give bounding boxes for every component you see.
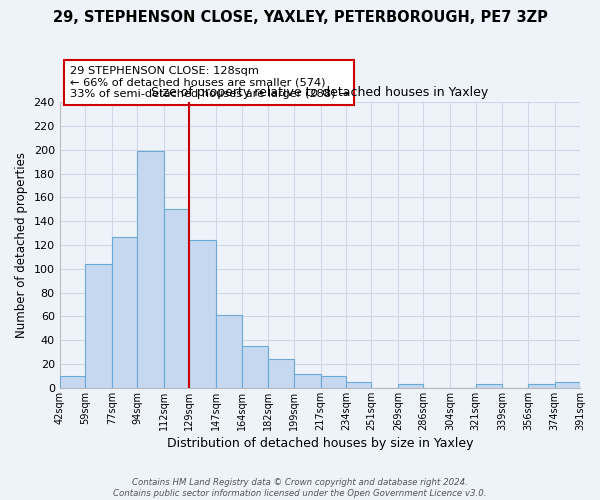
Bar <box>554 382 580 388</box>
Bar <box>320 376 346 388</box>
Text: 29, STEPHENSON CLOSE, YAXLEY, PETERBOROUGH, PE7 3ZP: 29, STEPHENSON CLOSE, YAXLEY, PETERBOROU… <box>53 10 547 25</box>
Text: Contains HM Land Registry data © Crown copyright and database right 2024.
Contai: Contains HM Land Registry data © Crown c… <box>113 478 487 498</box>
Bar <box>112 236 137 388</box>
Bar <box>216 315 242 388</box>
Bar <box>346 382 371 388</box>
Bar <box>85 264 112 388</box>
Bar <box>59 376 85 388</box>
X-axis label: Distribution of detached houses by size in Yaxley: Distribution of detached houses by size … <box>167 437 473 450</box>
Title: Size of property relative to detached houses in Yaxley: Size of property relative to detached ho… <box>151 86 488 100</box>
Text: 29 STEPHENSON CLOSE: 128sqm
← 66% of detached houses are smaller (574)
33% of se: 29 STEPHENSON CLOSE: 128sqm ← 66% of det… <box>70 66 349 99</box>
Y-axis label: Number of detached properties: Number of detached properties <box>15 152 28 338</box>
Bar <box>528 384 554 388</box>
Bar <box>137 151 164 388</box>
Bar <box>398 384 424 388</box>
Bar <box>242 346 268 388</box>
Bar <box>294 374 320 388</box>
Bar <box>190 240 216 388</box>
Bar <box>164 209 190 388</box>
Bar <box>268 360 294 388</box>
Bar <box>476 384 502 388</box>
